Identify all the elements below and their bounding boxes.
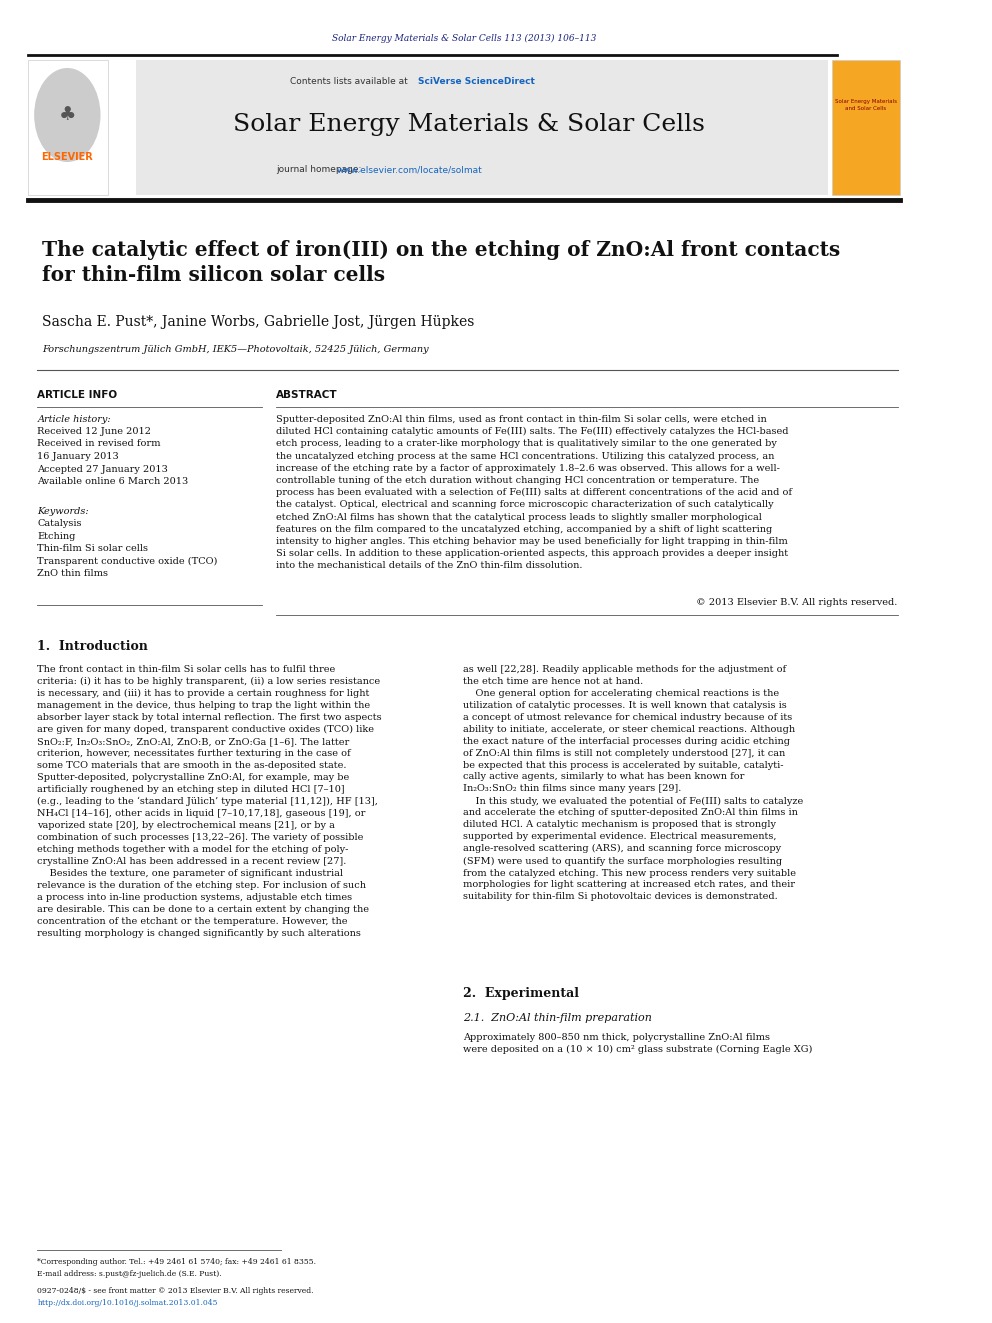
- Text: Received 12 June 2012
Received in revised form
16 January 2013
Accepted 27 Janua: Received 12 June 2012 Received in revise…: [38, 427, 188, 486]
- Text: journal homepage:: journal homepage:: [276, 165, 364, 175]
- Text: Solar Energy Materials & Solar Cells: Solar Energy Materials & Solar Cells: [232, 114, 704, 136]
- Text: SciVerse ScienceDirect: SciVerse ScienceDirect: [418, 78, 535, 86]
- Text: The catalytic effect of iron(III) on the etching of ZnO:Al front contacts
for th: The catalytic effect of iron(III) on the…: [42, 239, 840, 284]
- Text: www.elsevier.com/locate/solmat: www.elsevier.com/locate/solmat: [336, 165, 482, 175]
- Text: Catalysis
Etching
Thin-film Si solar cells
Transparent conductive oxide (TCO)
Zn: Catalysis Etching Thin-film Si solar cel…: [38, 519, 218, 578]
- Text: Solar Energy Materials & Solar Cells 113 (2013) 106–113: Solar Energy Materials & Solar Cells 113…: [331, 33, 596, 42]
- Text: Contents lists available at: Contents lists available at: [290, 78, 411, 86]
- Text: Sputter-deposited ZnO:Al thin films, used as front contact in thin-film Si solar: Sputter-deposited ZnO:Al thin films, use…: [276, 415, 792, 570]
- Text: Forschungszentrum Jülich GmbH, IEK5—Photovoltaik, 52425 Jülich, Germany: Forschungszentrum Jülich GmbH, IEK5—Phot…: [42, 345, 429, 355]
- Text: ARTICLE INFO: ARTICLE INFO: [38, 390, 117, 400]
- Text: 0927-0248/$ - see front matter © 2013 Elsevier B.V. All rights reserved.: 0927-0248/$ - see front matter © 2013 El…: [38, 1287, 313, 1295]
- Text: 1.  Introduction: 1. Introduction: [38, 640, 148, 654]
- FancyBboxPatch shape: [832, 60, 900, 194]
- Text: http://dx.doi.org/10.1016/j.solmat.2013.01.045: http://dx.doi.org/10.1016/j.solmat.2013.…: [38, 1299, 218, 1307]
- Text: 2.1.  ZnO:Al thin-film preparation: 2.1. ZnO:Al thin-film preparation: [463, 1013, 652, 1023]
- Circle shape: [35, 69, 100, 161]
- Text: Solar Energy Materials
and Solar Cells: Solar Energy Materials and Solar Cells: [835, 99, 897, 111]
- Text: ABSTRACT: ABSTRACT: [276, 390, 337, 400]
- Text: © 2013 Elsevier B.V. All rights reserved.: © 2013 Elsevier B.V. All rights reserved…: [696, 598, 898, 607]
- Text: Approximately 800–850 nm thick, polycrystalline ZnO:Al films
were deposited on a: Approximately 800–850 nm thick, polycrys…: [463, 1033, 812, 1054]
- Text: ♣: ♣: [59, 106, 76, 124]
- Text: Sascha E. Pust*, Janine Worbs, Gabrielle Jost, Jürgen Hüpkes: Sascha E. Pust*, Janine Worbs, Gabrielle…: [42, 315, 474, 329]
- Text: as well [22,28]. Readily applicable methods for the adjustment of
the etch time : as well [22,28]. Readily applicable meth…: [463, 665, 804, 901]
- FancyBboxPatch shape: [28, 60, 107, 194]
- Text: *Corresponding author. Tel.: +49 2461 61 5740; fax: +49 2461 61 8355.: *Corresponding author. Tel.: +49 2461 61…: [38, 1258, 316, 1266]
- Text: The front contact in thin-film Si solar cells has to fulfil three
criteria: (i) : The front contact in thin-film Si solar …: [38, 665, 382, 938]
- Text: 2.  Experimental: 2. Experimental: [463, 987, 579, 1000]
- Text: Keywords:: Keywords:: [38, 507, 89, 516]
- Text: Article history:: Article history:: [38, 415, 111, 423]
- Text: ELSEVIER: ELSEVIER: [42, 152, 93, 161]
- Text: E-mail address: s.pust@fz-juelich.de (S.E. Pust).: E-mail address: s.pust@fz-juelich.de (S.…: [38, 1270, 222, 1278]
- FancyBboxPatch shape: [136, 60, 827, 194]
